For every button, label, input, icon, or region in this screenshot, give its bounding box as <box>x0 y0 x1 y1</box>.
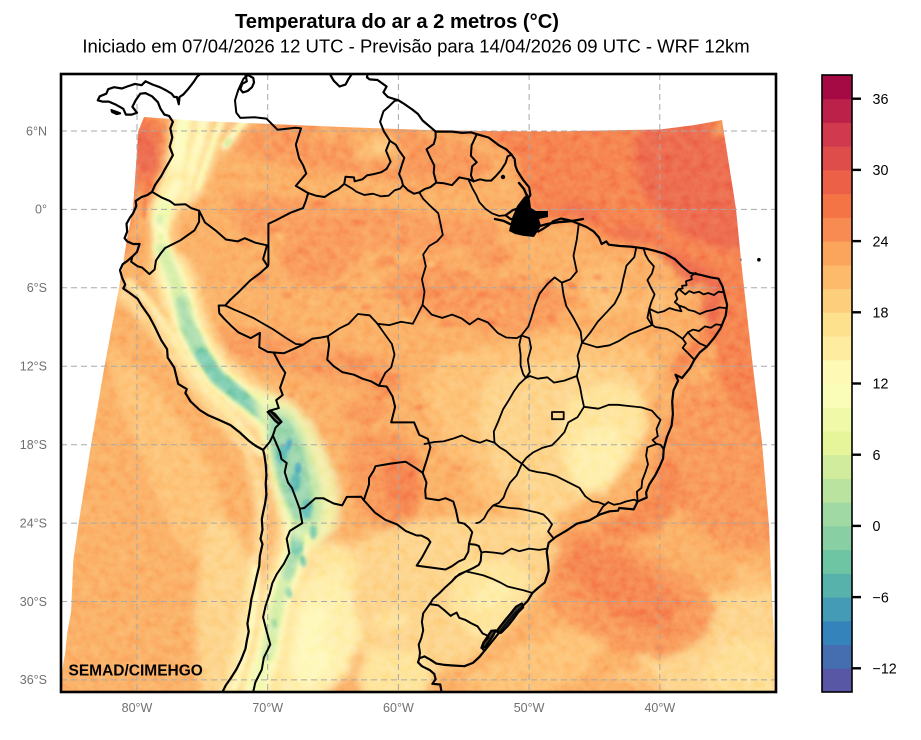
svg-text:30: 30 <box>873 163 889 179</box>
svg-text:60°W: 60°W <box>383 701 414 715</box>
svg-text:18°S: 18°S <box>20 438 47 452</box>
svg-text:−6: −6 <box>873 590 889 606</box>
svg-text:50°W: 50°W <box>514 701 545 715</box>
svg-text:0: 0 <box>873 519 881 535</box>
svg-text:80°W: 80°W <box>122 701 153 715</box>
svg-text:36°S: 36°S <box>20 673 47 687</box>
svg-text:40°W: 40°W <box>644 701 675 715</box>
svg-text:Temperatura do ar a 2 metros (: Temperatura do ar a 2 metros (°C) <box>235 11 559 33</box>
svg-text:0°: 0° <box>35 203 47 217</box>
svg-text:12: 12 <box>873 377 889 393</box>
svg-text:70°W: 70°W <box>252 701 283 715</box>
svg-text:36: 36 <box>873 92 889 108</box>
svg-text:12°S: 12°S <box>20 360 47 374</box>
svg-text:6°S: 6°S <box>27 281 47 295</box>
svg-text:Iniciado em 07/04/2026 12 UTC: Iniciado em 07/04/2026 12 UTC - Previsão… <box>82 36 749 57</box>
svg-text:30°S: 30°S <box>20 595 47 609</box>
svg-text:24: 24 <box>873 234 889 250</box>
svg-text:6°N: 6°N <box>26 124 47 138</box>
svg-text:6: 6 <box>873 448 881 464</box>
svg-text:18: 18 <box>873 306 889 322</box>
svg-text:SEMAD/CIMEHGO: SEMAD/CIMEHGO <box>69 663 203 680</box>
svg-text:−12: −12 <box>873 662 897 678</box>
svg-text:24°S: 24°S <box>20 516 47 530</box>
